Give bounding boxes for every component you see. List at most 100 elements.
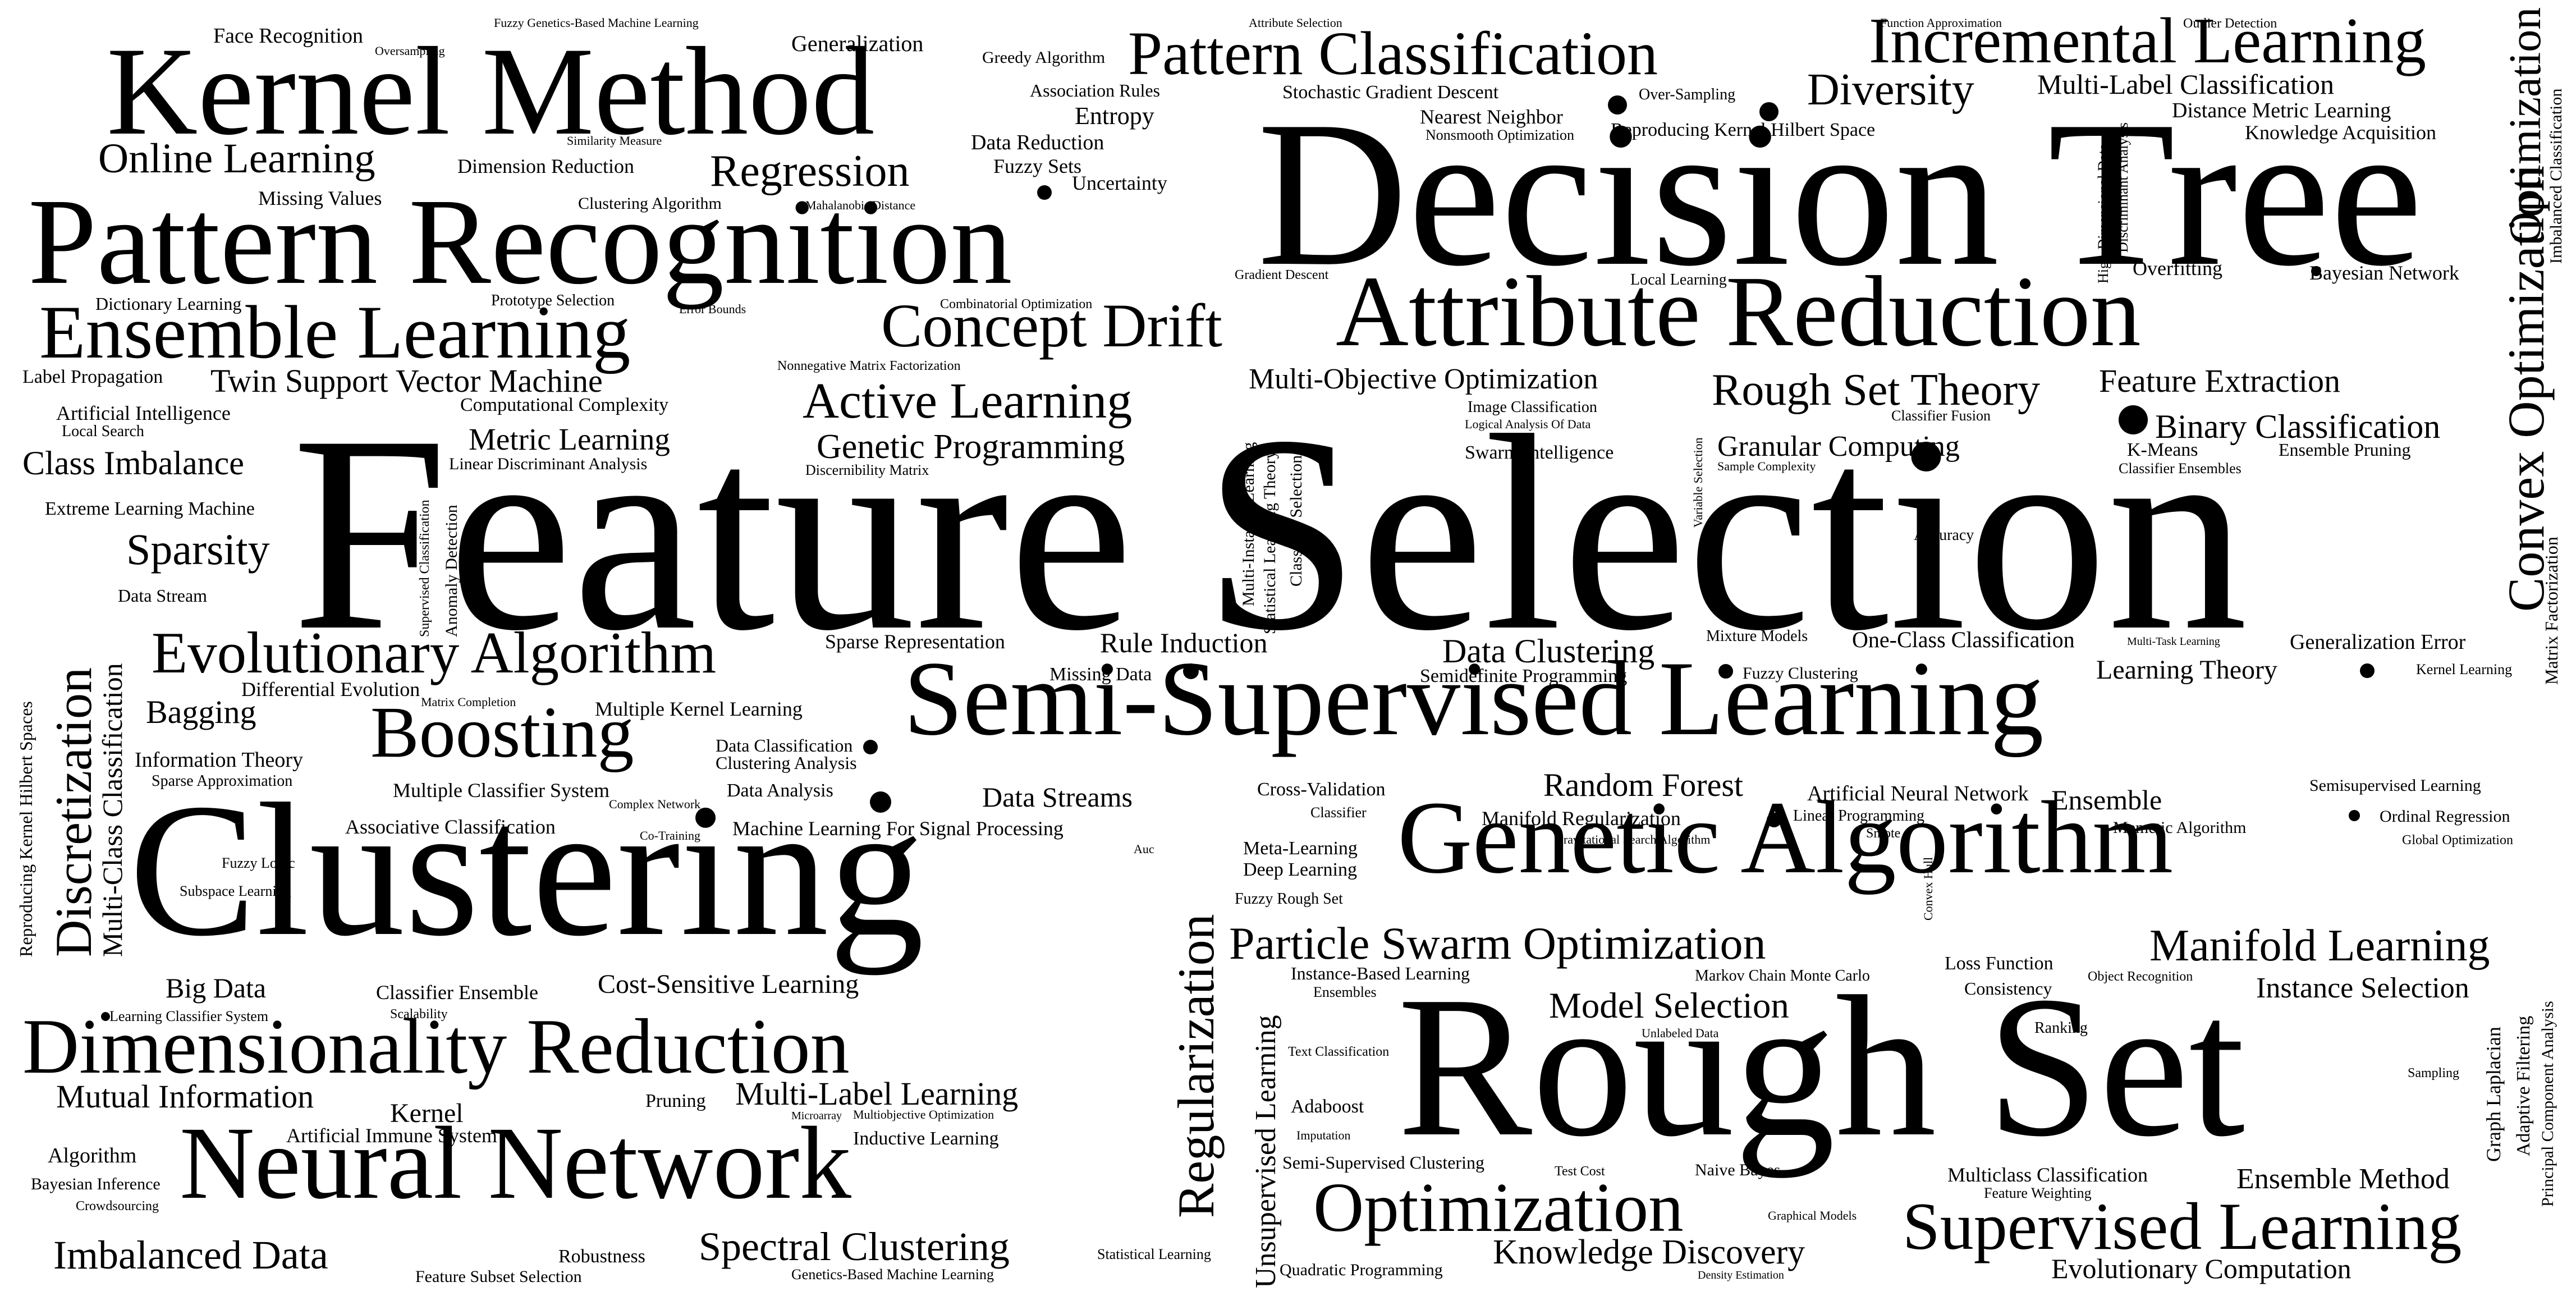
word-knowledge-discovery: Knowledge Discovery [1493, 1233, 1805, 1271]
word-unlabeled-data: Unlabeled Data [1642, 1026, 1719, 1040]
word-computational-complexity: Computational Complexity [460, 395, 669, 415]
word-dimensionality-reduction: Dimensionality Reduction [22, 1003, 850, 1090]
word-learning-theory: Learning Theory [2096, 655, 2277, 685]
word-supervised-learning: Supervised Learning [1903, 1189, 2462, 1263]
word-feature-extraction: Feature Extraction [2099, 363, 2340, 399]
word-twin-svm: Twin Support Vector Machine [210, 363, 603, 399]
word-rkhs-plural: Reproducing Kernel Hilbert Spaces [16, 701, 36, 957]
word-artificial-neural-network: Artificial Neural Network [1807, 782, 2029, 805]
word-genetics-based-ml: Genetics-Based Machine Learning [791, 1266, 994, 1283]
word-semidefinite-programming: Semidefinite Programming [1420, 666, 1628, 686]
word-overfitting: Overfitting [2133, 257, 2222, 280]
word-nonsmooth-optimization: Nonsmooth Optimization [1425, 127, 1575, 143]
word-multi-task-learning: Multi-Task Learning [2127, 635, 2220, 648]
word-classifier-fusion: Classifier Fusion [1891, 407, 1991, 424]
word-data-streams: Data Streams [982, 781, 1133, 813]
word-diversity: Diversity [1807, 65, 1974, 115]
word-smote: Smote [1866, 826, 1901, 841]
word-clustering: Clustering [129, 764, 924, 976]
word-anomaly-detection: Anomaly Detection [442, 505, 461, 637]
word-nearest-neighbor: Nearest Neighbor [1420, 106, 1563, 128]
word-sparsity: Sparsity [126, 525, 270, 574]
word-mcmc: Markov Chain Monte Carlo [1695, 967, 1870, 985]
word-class-imbalance: Class Imbalance [22, 445, 244, 482]
word-discernibility-matrix: Discernibility Matrix [805, 462, 929, 478]
word-graph-laplacian: Graph Laplacian [2482, 1027, 2505, 1162]
word-ranking: Ranking [2034, 1019, 2088, 1037]
word-discriminant-analysis: Discriminant Analysis [2115, 122, 2131, 253]
word-cost-sensitive-learning: Cost-Sensitive Learning [598, 969, 859, 999]
word-pattern-classification: Pattern Classification [1128, 19, 1658, 88]
word-classifier: Classifier [1310, 804, 1367, 821]
word-image-classification: Image Classification [1468, 399, 1597, 416]
word-rough-set-theory: Rough Set Theory [1712, 365, 2041, 415]
word-semisupervised-learning: Semisupervised Learning [2309, 776, 2481, 795]
word-data-clustering: Data Clustering [1442, 633, 1655, 670]
word-neural-network: Neural Network [180, 1106, 851, 1221]
bullet-dot [1767, 813, 1781, 827]
word-matrix-factorization: Matrix Factorization [2541, 537, 2561, 685]
word-kernel-learning: Kernel Learning [2416, 661, 2513, 677]
bullet-dot [2349, 810, 2360, 821]
word-distance-metric-learning: Distance Metric Learning [2172, 99, 2391, 122]
word-dimension-reduction: Dimension Reduction [457, 155, 634, 177]
word-gradient-descent: Gradient Descent [1235, 268, 1329, 282]
word-kernel: Kernel [390, 1098, 464, 1128]
word-extreme-learning-machine: Extreme Learning Machine [45, 498, 255, 519]
word-fuzzy-rough-set: Fuzzy Rough Set [1235, 890, 1343, 908]
bullet-dot [2119, 405, 2148, 434]
word-accuracy: Accuracy [1914, 526, 1974, 544]
word-crowdsourcing: Crowdsourcing [76, 1199, 159, 1214]
word-microarray: Microarray [791, 1110, 842, 1122]
word-missing-values: Missing Values [258, 187, 382, 209]
word-entropy: Entropy [1075, 102, 1154, 130]
bullet-dot [2311, 266, 2321, 276]
word-combinatorial-optimization: Combinatorial Optimization [940, 297, 1093, 312]
word-ensemble: Ensemble [2051, 784, 2162, 816]
word-ml-signal-processing: Machine Learning For Signal Processing [732, 817, 1064, 840]
word-lda: Linear Discriminant Analysis [449, 455, 648, 473]
word-co-training: Co-Training [640, 828, 700, 842]
word-decision-tree: Decision Tree [1257, 79, 2423, 309]
word-optimization: Optimization [1313, 1169, 1684, 1247]
word-sparse-approximation: Sparse Approximation [152, 772, 293, 790]
word-over-sampling: Over-Sampling [1639, 86, 1736, 103]
word-clustering-algorithm: Clustering Algorithm [578, 194, 722, 213]
word-cross-validation: Cross-Validation [1257, 779, 1386, 800]
bullet-dot [863, 740, 878, 754]
word-sparse-representation: Sparse Representation [825, 630, 1005, 653]
word-local-learning: Local Learning [1630, 271, 1727, 289]
word-test-cost: Test Cost [1555, 1164, 1605, 1179]
word-regression: Regression [710, 146, 910, 196]
word-bayesian-network: Bayesian Network [2309, 262, 2459, 284]
word-classifier-ensemble: Classifier Ensemble [376, 981, 538, 1004]
word-mixture-models: Mixture Models [1706, 628, 1808, 645]
word-imbalanced-data: Imbalanced Data [53, 1233, 328, 1277]
word-active-learning: Active Learning [803, 373, 1133, 429]
word-multiclass-classification: Multiclass Classification [1947, 1164, 2148, 1186]
word-random-forest: Random Forest [1543, 767, 1744, 803]
word-global-optimization: Global Optimization [2402, 833, 2513, 848]
bullet-dot [1183, 663, 1199, 679]
word-model-selection: Model Selection [1549, 986, 1789, 1026]
word-information-theory: Information Theory [135, 748, 304, 772]
word-generalization: Generalization [791, 31, 924, 56]
word-subspace-learning: Subspace Learning [180, 883, 291, 899]
word-object-recognition: Object Recognition [2088, 969, 2193, 984]
word-data-reduction: Data Reduction [971, 131, 1104, 154]
bullet-dot [870, 791, 891, 813]
word-multi-objective-optimization: Multi-Objective Optimization [1249, 363, 1598, 395]
word-graphical-models: Graphical Models [1768, 1208, 1857, 1222]
word-matrix-completion: Matrix Completion [421, 695, 516, 709]
word-fuzzy-logic: Fuzzy Logic [222, 855, 295, 871]
word-adaboost: Adaboost [1291, 1096, 1364, 1117]
word-metric-learning: Metric Learning [469, 422, 670, 456]
word-density-estimation: Density Estimation [1698, 1269, 1784, 1281]
word-concept-drift: Concept Drift [881, 291, 1222, 360]
word-data-analysis: Data Analysis [727, 780, 833, 801]
word-generalization-error: Generalization Error [2290, 630, 2466, 654]
word-multi-class-classification: Multi-Class Classification [97, 663, 128, 957]
word-scalability: Scalability [390, 1007, 448, 1022]
word-bagging: Bagging [146, 694, 256, 730]
word-algorithm: Algorithm [48, 1144, 137, 1167]
